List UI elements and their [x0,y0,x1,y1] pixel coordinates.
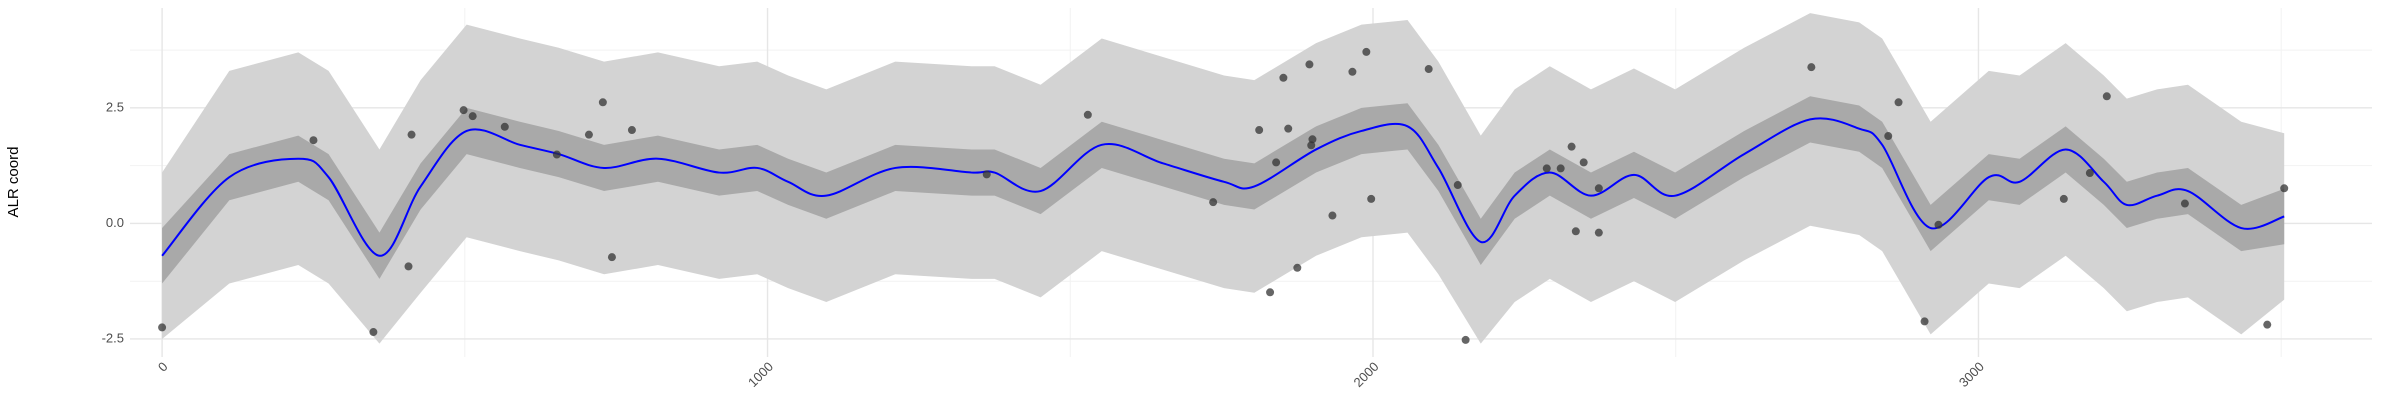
data-point [1884,132,1893,141]
y-axis-title: ALR coord [5,147,22,218]
data-point [468,112,477,121]
data-point [1083,110,1092,119]
data-point [404,262,413,271]
data-point [1556,164,1565,173]
y-tick-label: 2.5 [106,99,124,114]
data-point [552,150,561,159]
data-point [1579,158,1588,167]
x-tick-label: 2000 [1350,359,1381,390]
data-point [598,98,607,107]
data-point [1284,124,1293,133]
data-point [1807,63,1816,72]
x-tick-label: 0 [155,359,171,375]
y-tick-label: 0.0 [106,215,124,230]
data-point [2280,184,2289,193]
data-point [1255,126,1264,135]
data-point [1461,335,1470,344]
data-point [982,170,991,179]
data-point [2180,199,2189,208]
data-point [1293,263,1302,272]
data-point [1424,65,1433,74]
data-point [2085,169,2094,178]
data-point [1308,135,1317,144]
data-point [627,126,636,135]
data-point [1266,288,1275,297]
x-tick-label: 3000 [1956,359,1987,390]
data-point [407,130,416,139]
data-point [1920,317,1929,326]
data-point [500,122,509,131]
data-point [1367,194,1376,203]
data-point [1594,228,1603,237]
data-point [1453,181,1462,190]
data-point [2263,320,2272,329]
data-point [1894,98,1903,107]
data-point [1279,73,1288,82]
smooth-line [161,117,2285,257]
data-point [1934,220,1943,229]
data-point [369,328,378,337]
data-point [1571,227,1580,236]
data-point [2102,92,2111,101]
data-point [1567,142,1576,151]
data-point [158,323,167,332]
data-point [459,106,468,115]
data-point [1328,211,1337,220]
data-point [607,253,616,262]
data-point [1542,164,1551,173]
data-point [309,136,318,145]
data-point [1348,67,1357,76]
data-point [1305,60,1314,69]
data-point [2059,194,2068,203]
data-point [1362,47,1371,56]
data-point [1209,198,1218,207]
data-point [1307,141,1316,150]
x-tick-label: 1000 [745,359,776,390]
data-point [584,130,593,139]
confidence-band [162,96,2285,284]
y-tick-label: -2.5 [102,330,124,345]
data-point [1272,158,1281,167]
data-point [1594,184,1603,193]
